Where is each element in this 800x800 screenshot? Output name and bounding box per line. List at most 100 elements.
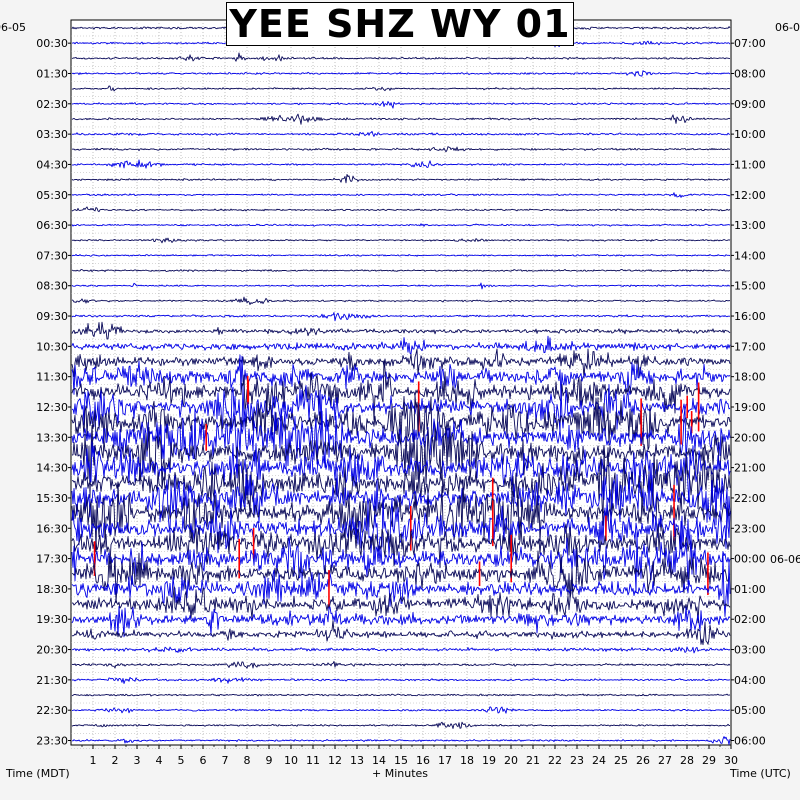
- seismic-trace: [71, 554, 731, 617]
- x-tick-label: 10: [284, 754, 298, 767]
- seismic-trace: [71, 620, 731, 646]
- seismic-trace: [71, 471, 731, 534]
- seismic-trace: [72, 706, 731, 714]
- seismic-trace: [71, 447, 731, 526]
- right-time-label: 22:00: [734, 492, 766, 505]
- seismic-trace: [71, 130, 731, 137]
- left-time-label: 21:30: [36, 674, 68, 687]
- x-tick-label: 6: [200, 754, 207, 767]
- x-tick-label: 30: [724, 754, 738, 767]
- seismic-trace: [71, 335, 731, 355]
- seismic-trace: [71, 520, 731, 593]
- x-tick-label: 23: [570, 754, 584, 767]
- seismic-trace: [71, 113, 731, 125]
- seismic-trace: [71, 206, 731, 213]
- left-time-label: 04:30: [36, 158, 68, 171]
- x-tick-label: 28: [680, 754, 694, 767]
- seismic-trace: [71, 721, 731, 729]
- seismic-trace: [71, 424, 731, 498]
- right-time-label: 12:00: [734, 189, 766, 202]
- seismic-trace: [71, 354, 731, 396]
- seismic-trace: [71, 312, 731, 322]
- seismic-trace: [71, 223, 731, 227]
- right-time-label: 02:00: [734, 613, 766, 626]
- trace-layer: [71, 23, 731, 745]
- x-tick-label: 26: [636, 754, 650, 767]
- right-time-label: 11:00: [734, 158, 766, 171]
- left-time-label: 12:30: [36, 401, 68, 414]
- x-tick-label: 4: [156, 754, 163, 767]
- seismic-trace: [71, 70, 731, 77]
- right-time-label: 07:00: [734, 37, 766, 50]
- right-time-label: 13:00: [734, 219, 766, 232]
- title-box: YEE SHZ WY 01: [226, 2, 574, 46]
- right-time-label: 04:00: [734, 674, 766, 687]
- left-time-label: 05:30: [36, 189, 68, 202]
- left-time-label: 01:30: [36, 67, 68, 80]
- seismic-trace: [71, 676, 731, 684]
- right-time-label: 01:00: [734, 583, 766, 596]
- axis-layer: 1 2 3 4 5 6 7 8 9 10 11 12 13 14 15 16 17 18 19 20 21 22 23 24 2…: [36, 37, 765, 767]
- right-time-label: 09:00: [734, 98, 766, 111]
- x-tick-label: 21: [526, 754, 540, 767]
- right-time-label: 06:00: [734, 735, 766, 748]
- right-time-label: 00:00: [734, 553, 766, 566]
- right-time-label: 17:00: [734, 340, 766, 353]
- right-time-label: 18:00: [734, 371, 766, 384]
- seismic-trace: [71, 269, 731, 273]
- left-time-label: 13:30: [36, 431, 68, 444]
- left-time-label: 10:30: [36, 340, 68, 353]
- x-tick-label: 15: [394, 754, 408, 767]
- x-tick-label: 2: [112, 754, 119, 767]
- left-time-label: 15:30: [36, 492, 68, 505]
- left-time-label: 17:30: [36, 553, 68, 566]
- seismic-trace: [71, 321, 731, 340]
- left-time-label: 20:30: [36, 644, 68, 657]
- x-tick-label: 27: [658, 754, 672, 767]
- seismic-trace: [71, 296, 731, 306]
- right-time-label: 14:00: [734, 249, 766, 262]
- left-time-label: 02:30: [36, 98, 68, 111]
- left-time-label: 22:30: [36, 704, 68, 717]
- right-time-label: 05:00: [734, 704, 766, 717]
- right-time-label: 08:00: [734, 67, 766, 80]
- right-time-label: 15:00: [734, 280, 766, 293]
- left-time-label: 18:30: [36, 583, 68, 596]
- x-tick-label: 24: [592, 754, 606, 767]
- left-axis-label: Time (MDT): [5, 767, 70, 780]
- right-time-label: 03:00: [734, 644, 766, 657]
- x-tick-label: 7: [222, 754, 229, 767]
- seismic-trace: [71, 479, 731, 553]
- left-time-label: 09:30: [36, 310, 68, 323]
- left-time-label: 06:30: [36, 219, 68, 232]
- x-tick-label: 25: [614, 754, 628, 767]
- x-tick-label: 13: [350, 754, 364, 767]
- left-time-label: 03:30: [36, 128, 68, 141]
- left-time-label: 11:30: [36, 371, 68, 384]
- bottom-axis-label: + Minutes: [372, 767, 428, 780]
- next-date-label: 06-06: [770, 553, 800, 566]
- seismic-trace: [71, 494, 731, 556]
- left-time-label: 07:30: [36, 249, 68, 262]
- right-time-label: 23:00: [734, 522, 766, 535]
- seismic-trace: [71, 282, 731, 290]
- seismic-trace: [71, 660, 731, 669]
- seismic-trace: [71, 348, 731, 379]
- x-tick-label: 17: [438, 754, 452, 767]
- x-tick-label: 29: [702, 754, 716, 767]
- left-time-label: 16:30: [36, 522, 68, 535]
- left-time-label: 08:30: [36, 280, 68, 293]
- seismic-trace: [71, 693, 731, 697]
- x-tick-label: 18: [460, 754, 474, 767]
- seismic-trace: [71, 52, 730, 62]
- seismic-trace: [71, 547, 731, 603]
- x-tick-label: 19: [482, 754, 496, 767]
- left-time-label: 00:30: [36, 37, 68, 50]
- seismic-trace: [71, 441, 731, 503]
- seismic-trace: [71, 253, 731, 257]
- x-tick-label: 5: [178, 754, 185, 767]
- right-time-label: 20:00: [734, 431, 766, 444]
- seismic-trace: [72, 736, 731, 745]
- x-tick-label: 9: [266, 754, 273, 767]
